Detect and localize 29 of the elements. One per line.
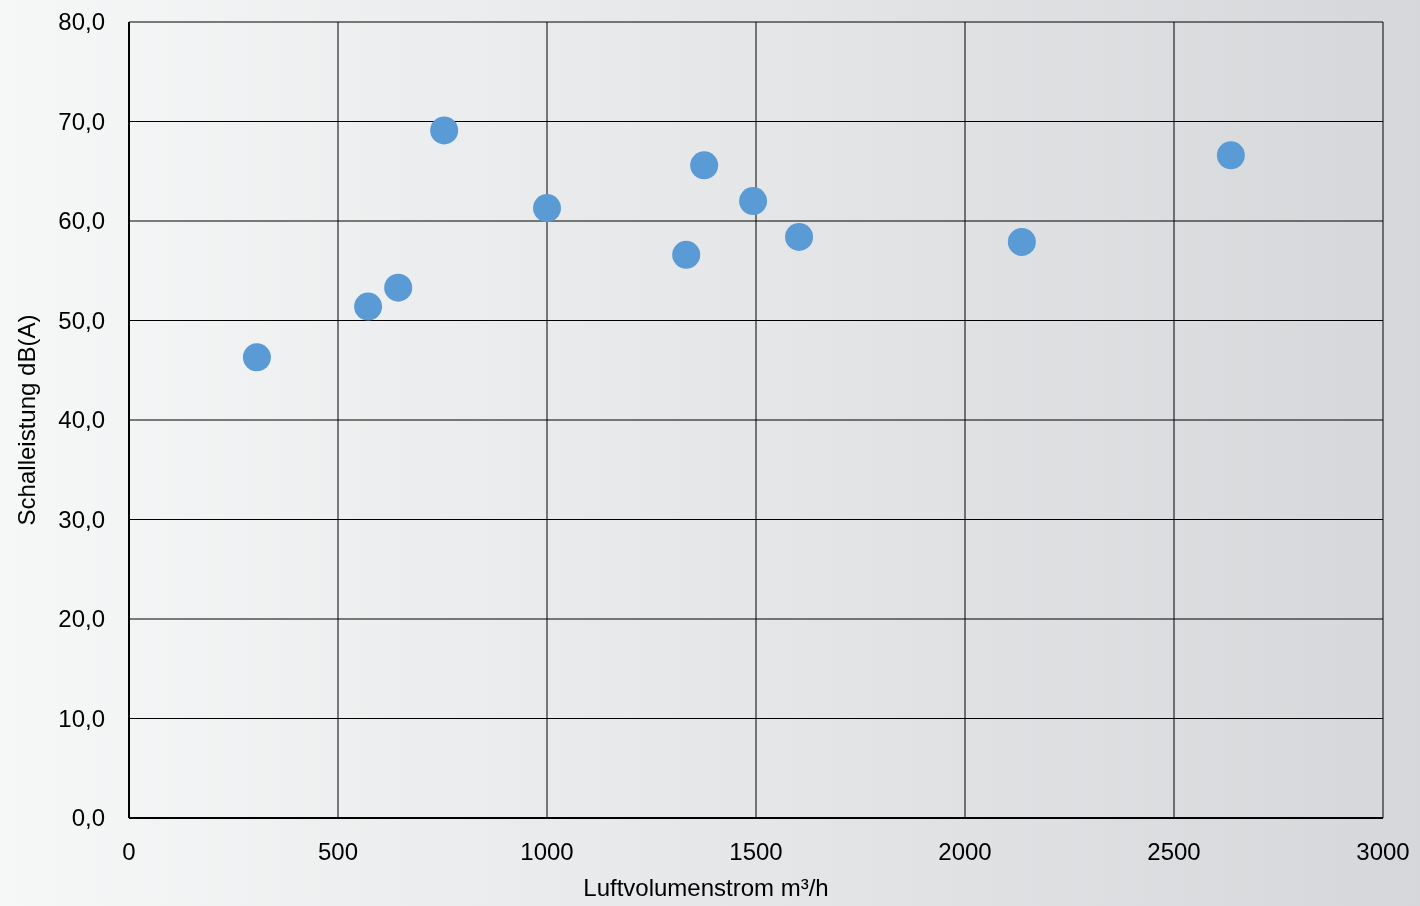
y-tick-label: 10,0 xyxy=(58,704,105,732)
y-tick-label: 20,0 xyxy=(58,605,105,632)
point xyxy=(430,116,459,145)
x-axis-title: Luftvolumenstrom m³/h xyxy=(583,874,829,901)
point xyxy=(242,343,271,372)
x-tick-label: 0 xyxy=(122,838,136,865)
y-axis-title: Schalleistung dB(A) xyxy=(13,314,40,526)
y-tick-label: 60,0 xyxy=(58,207,105,234)
y-tick-label: 40,0 xyxy=(58,406,105,433)
x-tick-label: 1000 xyxy=(520,838,574,865)
y-tick-label: 80,0 xyxy=(58,8,105,35)
y-tick-label: 50,0 xyxy=(58,306,105,334)
x-tick-label: 2500 xyxy=(1147,838,1201,865)
y-tick-label: 0,0 xyxy=(71,804,105,831)
point xyxy=(785,222,814,251)
point xyxy=(384,273,413,302)
point xyxy=(1216,141,1245,170)
point xyxy=(533,194,561,223)
x-tick-label: 500 xyxy=(317,838,359,865)
x-tick-label: 3000 xyxy=(1356,838,1410,865)
x-tick-label: 2000 xyxy=(938,838,992,865)
point xyxy=(739,187,768,216)
point xyxy=(354,292,383,321)
y-tick-label: 30,0 xyxy=(58,505,105,533)
y-tick-label: 70,0 xyxy=(58,107,105,135)
point xyxy=(690,151,719,180)
x-tick-label: 1500 xyxy=(729,838,783,865)
point xyxy=(1007,227,1036,256)
point xyxy=(672,240,701,269)
